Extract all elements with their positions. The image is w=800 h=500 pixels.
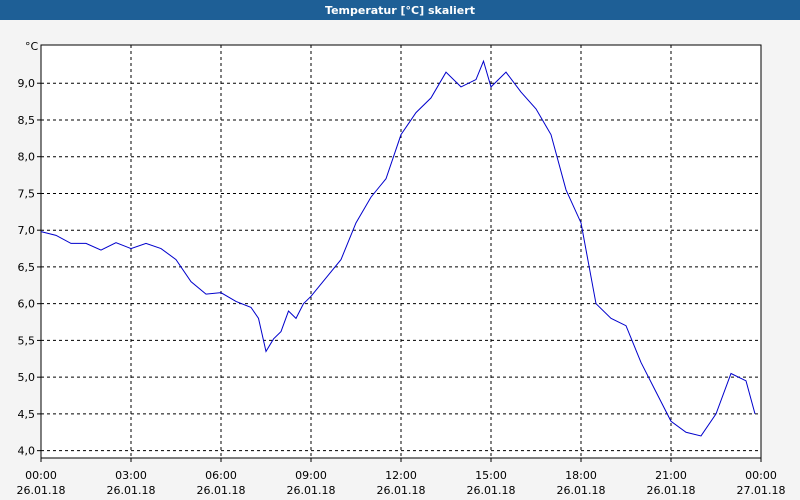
x-tick-label: 09:00 [295,469,327,482]
x-tick-date: 26.01.18 [377,484,426,497]
y-tick-label: 5,5 [18,334,36,347]
y-tick-label: 9,0 [18,77,36,90]
x-tick-label: 03:00 [115,469,147,482]
chart-title: Temperatur [°C] skaliert [325,4,475,17]
y-tick-label: 5,0 [18,371,36,384]
y-tick-label: 7,0 [18,224,36,237]
y-tick-label: 6,5 [18,261,36,274]
x-tick-date: 26.01.18 [647,484,696,497]
x-tick-label: 06:00 [205,469,237,482]
x-tick-date: 26.01.18 [287,484,336,497]
y-unit: °C [25,40,39,53]
x-tick-label: 00:00 [745,469,777,482]
y-tick-label: 8,0 [18,151,36,164]
x-tick-date: 26.01.18 [557,484,606,497]
y-tick-label: 4,0 [18,445,36,458]
x-tick-label: 00:00 [25,469,57,482]
y-tick-label: 7,5 [18,187,36,200]
x-tick-date: 27.01.18 [737,484,786,497]
x-tick-date: 26.01.18 [197,484,246,497]
x-tick-label: 21:00 [655,469,687,482]
x-tick-label: 12:00 [385,469,417,482]
y-tick-label: 8,5 [18,114,36,127]
x-tick-label: 15:00 [475,469,507,482]
x-tick-date: 26.01.18 [467,484,516,497]
x-tick-label: 18:00 [565,469,597,482]
x-tick-date: 26.01.18 [107,484,156,497]
line [40,59,756,437]
y-tick-label: 4,5 [18,408,36,421]
title-bar [0,0,800,20]
x-tick-date: 26.01.18 [17,484,66,497]
y-tick-label: 6,0 [18,298,36,311]
